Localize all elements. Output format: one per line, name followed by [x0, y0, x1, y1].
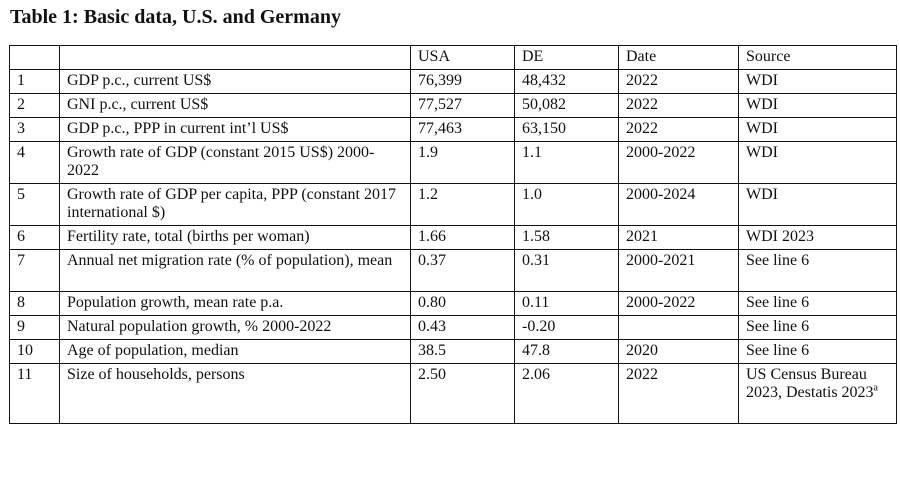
- table-row: 3 GDP p.c., PPP in current int’l US$ 77,…: [9, 117, 897, 142]
- de-value: 50,082: [514, 93, 619, 118]
- de-value: 47.8: [514, 339, 619, 364]
- usa-value: 77,463: [410, 117, 515, 142]
- date-value: 2000-2024: [618, 183, 739, 226]
- row-number: 11: [9, 363, 60, 424]
- usa-value: 1.2: [410, 183, 515, 226]
- row-indicator: Fertility rate, total (births per woman): [59, 225, 411, 250]
- source-value: US Census Bureau 2023, Destatis 2023a: [738, 363, 897, 424]
- usa-value: 1.66: [410, 225, 515, 250]
- row-number: 1: [9, 69, 60, 94]
- table-row: 11 Size of households, persons 2.50 2.06…: [9, 363, 897, 424]
- column-header-number: [9, 45, 60, 70]
- row-indicator: GDP p.c., PPP in current int’l US$: [59, 117, 411, 142]
- row-number: 9: [9, 315, 60, 340]
- usa-value: 0.37: [410, 249, 515, 292]
- de-value: 1.0: [514, 183, 619, 226]
- row-indicator: Annual net migration rate (% of populati…: [59, 249, 411, 292]
- source-value: WDI: [738, 69, 897, 94]
- usa-value: 0.43: [410, 315, 515, 340]
- source-value: See line 6: [738, 315, 897, 340]
- date-value: 2021: [618, 225, 739, 250]
- row-number: 7: [9, 249, 60, 292]
- column-header-source: Source: [738, 45, 897, 70]
- usa-value: 77,527: [410, 93, 515, 118]
- basic-data-table: USA DE Date Source 1 GDP p.c., current U…: [9, 45, 897, 424]
- row-number: 5: [9, 183, 60, 226]
- table-header-row: USA DE Date Source: [9, 45, 897, 70]
- table-row: 4 Growth rate of GDP (constant 2015 US$)…: [9, 141, 897, 184]
- row-indicator: GDP p.c., current US$: [59, 69, 411, 94]
- de-value: 0.11: [514, 291, 619, 316]
- table-row: 10 Age of population, median 38.5 47.8 2…: [9, 339, 897, 364]
- row-number: 10: [9, 339, 60, 364]
- table-row: 8 Population growth, mean rate p.a. 0.80…: [9, 291, 897, 316]
- date-value: 2022: [618, 117, 739, 142]
- row-number: 8: [9, 291, 60, 316]
- date-value: 2000-2022: [618, 141, 739, 184]
- column-header-date: Date: [618, 45, 739, 70]
- de-value: -0.20: [514, 315, 619, 340]
- source-value: See line 6: [738, 339, 897, 364]
- source-value: WDI: [738, 117, 897, 142]
- date-value: 2022: [618, 93, 739, 118]
- row-indicator: GNI p.c., current US$: [59, 93, 411, 118]
- column-header-de: DE: [514, 45, 619, 70]
- table-row: 6 Fertility rate, total (births per woma…: [9, 225, 897, 250]
- de-value: 0.31: [514, 249, 619, 292]
- date-value: 2022: [618, 69, 739, 94]
- table-title: Table 1: Basic data, U.S. and Germany: [10, 6, 341, 28]
- column-header-usa: USA: [410, 45, 515, 70]
- usa-value: 38.5: [410, 339, 515, 364]
- usa-value: 2.50: [410, 363, 515, 424]
- source-value: WDI: [738, 183, 897, 226]
- table-row: 9 Natural population growth, % 2000-2022…: [9, 315, 897, 340]
- row-indicator: Natural population growth, % 2000-2022: [59, 315, 411, 340]
- row-number: 2: [9, 93, 60, 118]
- footnote-marker: a: [873, 382, 878, 394]
- column-header-indicator: [59, 45, 411, 70]
- usa-value: 76,399: [410, 69, 515, 94]
- row-indicator: Age of population, median: [59, 339, 411, 364]
- row-number: 3: [9, 117, 60, 142]
- table-row: 7 Annual net migration rate (% of popula…: [9, 249, 897, 292]
- de-value: 1.1: [514, 141, 619, 184]
- source-value: WDI: [738, 141, 897, 184]
- date-value: 2000-2022: [618, 291, 739, 316]
- de-value: 2.06: [514, 363, 619, 424]
- date-value: [618, 315, 739, 340]
- source-value: See line 6: [738, 291, 897, 316]
- source-text: US Census Bureau 2023, Destatis 2023: [746, 366, 874, 401]
- table-row: 2 GNI p.c., current US$ 77,527 50,082 20…: [9, 93, 897, 118]
- de-value: 48,432: [514, 69, 619, 94]
- de-value: 1.58: [514, 225, 619, 250]
- source-value: WDI: [738, 93, 897, 118]
- usa-value: 0.80: [410, 291, 515, 316]
- row-indicator: Size of households, persons: [59, 363, 411, 424]
- table-row: 5 Growth rate of GDP per capita, PPP (co…: [9, 183, 897, 226]
- date-value: 2022: [618, 363, 739, 424]
- table-row: 1 GDP p.c., current US$ 76,399 48,432 20…: [9, 69, 897, 94]
- row-number: 6: [9, 225, 60, 250]
- row-indicator: Population growth, mean rate p.a.: [59, 291, 411, 316]
- source-value: WDI 2023: [738, 225, 897, 250]
- source-value: See line 6: [738, 249, 897, 292]
- row-number: 4: [9, 141, 60, 184]
- date-value: 2000-2021: [618, 249, 739, 292]
- row-indicator: Growth rate of GDP per capita, PPP (cons…: [59, 183, 411, 226]
- row-indicator: Growth rate of GDP (constant 2015 US$) 2…: [59, 141, 411, 184]
- date-value: 2020: [618, 339, 739, 364]
- de-value: 63,150: [514, 117, 619, 142]
- usa-value: 1.9: [410, 141, 515, 184]
